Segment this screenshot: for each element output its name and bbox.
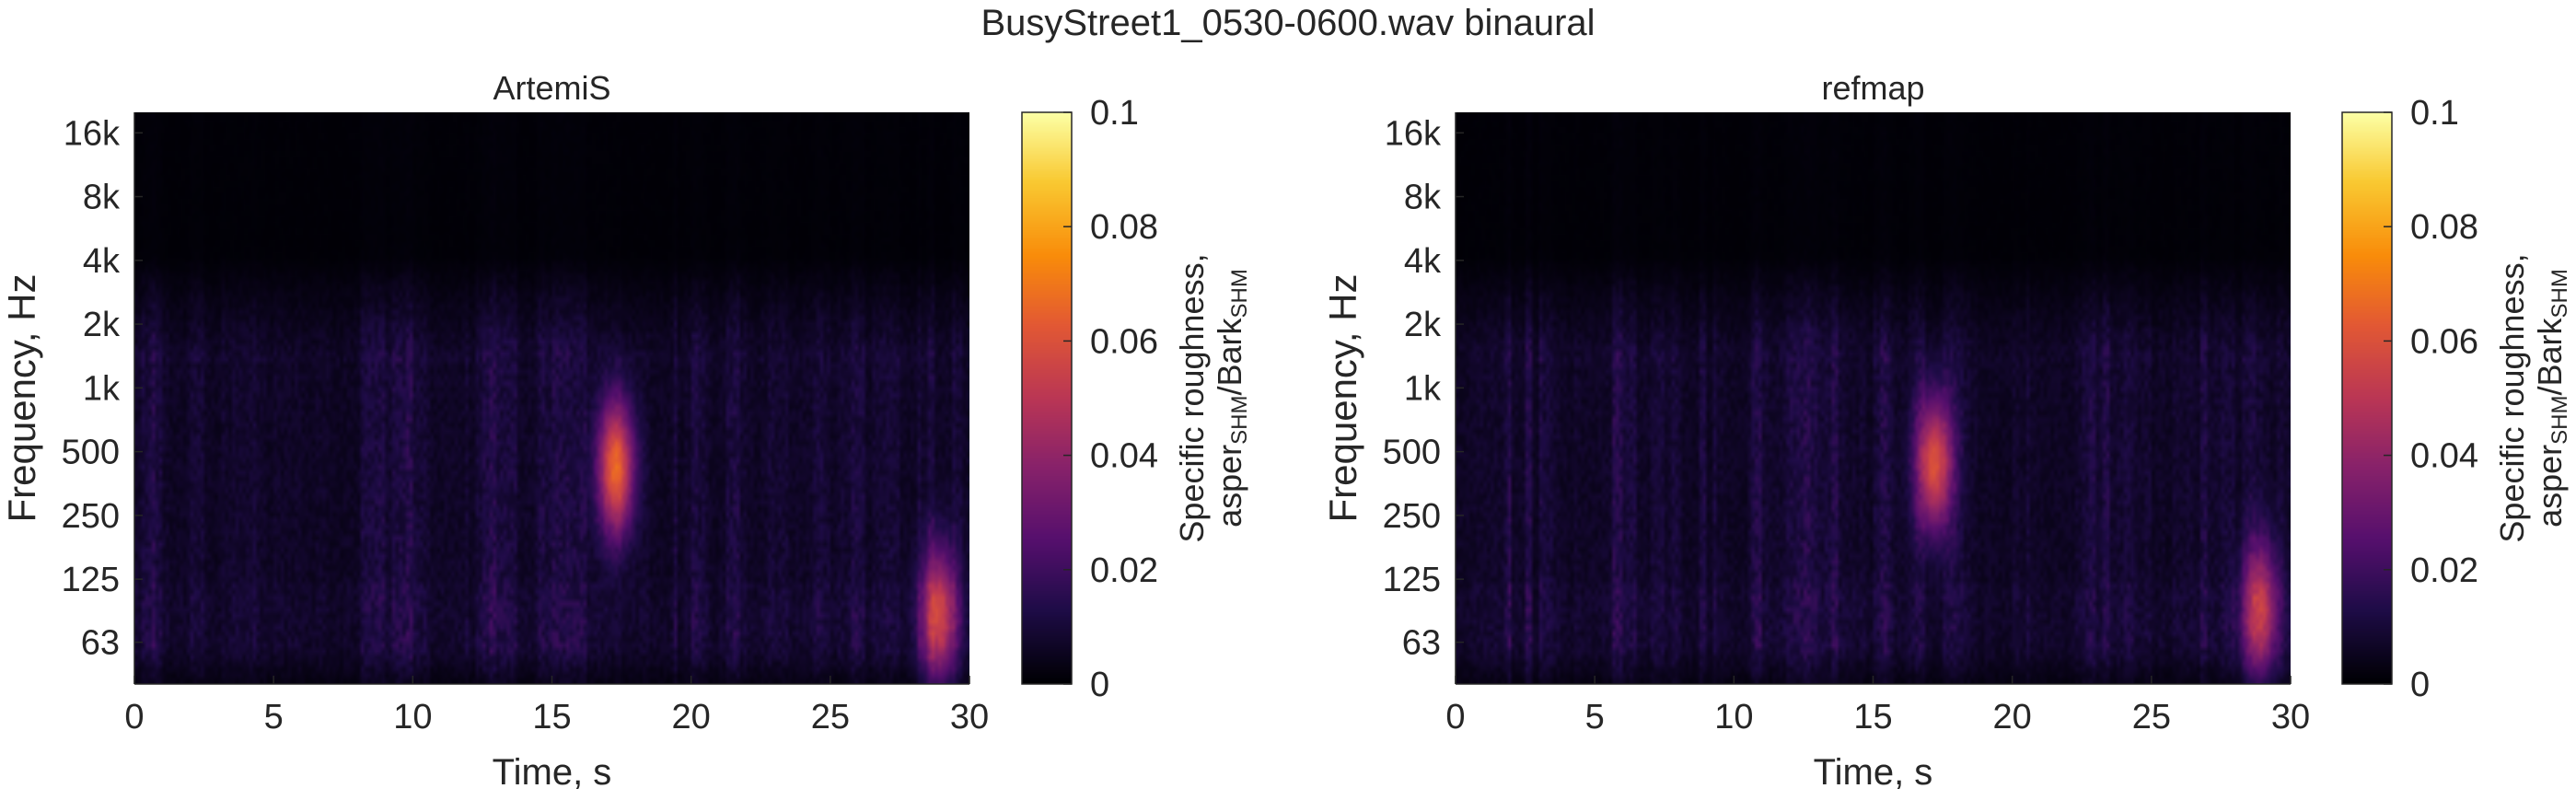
chart-title: refmap: [1821, 69, 1924, 107]
colorbar-label-subscript: SHM: [2547, 395, 2572, 444]
colorbar-tick-label: 0: [2410, 666, 2430, 704]
x-tick-label: 30: [950, 698, 989, 736]
colorbar-gradient: [2342, 112, 2392, 684]
y-tick-label: 2k: [83, 306, 121, 344]
x-axis-label: Time, s: [1814, 752, 1933, 793]
y-tick-label: 4k: [83, 242, 121, 281]
y-tick-label: 250: [1383, 497, 1441, 536]
y-tick-label: 8k: [1404, 179, 1442, 217]
colorbar-label-text: /Bark: [2531, 317, 2569, 395]
colorbar-tick-label: 0.02: [1090, 551, 1158, 590]
x-tick-label: 0: [124, 698, 144, 736]
colorbar-tick-label: 0: [1090, 666, 1109, 704]
y-axis-label: Frequency, Hz: [1321, 274, 1364, 523]
colorbar-tick-label: 0.02: [2410, 551, 2478, 590]
x-tick-label: 25: [811, 698, 850, 736]
y-tick-label: 4k: [1404, 242, 1442, 281]
figure-suptitle: BusyStreet1_0530-0600.wav binaural: [981, 3, 1595, 43]
y-tick-label: 250: [62, 497, 120, 536]
heatmap-image: [134, 112, 969, 684]
colorbar-label-text: asper: [1211, 445, 1248, 528]
x-tick-label: 10: [1714, 698, 1753, 736]
colorbar-label-subscript: SHM: [1227, 269, 1252, 318]
x-axis-label: Time, s: [493, 752, 612, 793]
colorbar-label: Specific roughness,asperSHM/BarkSHM: [1173, 253, 1252, 542]
y-tick-label: 63: [81, 624, 120, 663]
colorbar-label-line1: Specific roughness,: [2493, 253, 2531, 542]
y-tick-label: 16k: [64, 114, 121, 153]
y-tick-label: 125: [1383, 561, 1441, 599]
colorbar-label-subscript: SHM: [1227, 395, 1252, 444]
x-tick-label: 10: [393, 698, 432, 736]
colorbar-gradient: [1022, 112, 1072, 684]
x-tick-label: 25: [2132, 698, 2171, 736]
colorbar-tick-label: 0.1: [2410, 94, 2459, 133]
x-tick-label: 15: [532, 698, 571, 736]
chart-panel-2: refmap 0 5 10 15 20 25 30 Time, s 63 125 250 500 1k 2k…: [1321, 69, 2572, 793]
colorbar-tick-label: 0.06: [1090, 322, 1158, 361]
x-tick-label: 0: [1445, 698, 1465, 736]
y-tick-label: 500: [1383, 434, 1441, 472]
y-tick-label: 500: [62, 434, 120, 472]
x-tick-label: 15: [1853, 698, 1892, 736]
colorbar-tick-label: 0.06: [2410, 322, 2478, 361]
x-tick-label: 5: [1585, 698, 1605, 736]
chart-title: ArtemiS: [493, 69, 610, 107]
x-tick-label: 5: [264, 698, 284, 736]
colorbar-tick-label: 0.1: [1090, 94, 1139, 133]
x-tick-label: 30: [2271, 698, 2310, 736]
y-tick-label: 63: [1402, 624, 1441, 663]
colorbar-label-line1: Specific roughness,: [1173, 253, 1211, 542]
colorbar-label: Specific roughness,asperSHM/BarkSHM: [2493, 253, 2572, 542]
x-tick-label: 20: [672, 698, 711, 736]
colorbar-label-text: /Bark: [1211, 317, 1248, 395]
colorbar-tick-label: 0.04: [2410, 437, 2478, 476]
y-tick-label: 16k: [1385, 114, 1442, 153]
colorbar-label-subscript: SHM: [2547, 269, 2572, 318]
colorbar-label-text: asper: [2531, 445, 2569, 528]
heatmap-image: [1456, 112, 2291, 684]
y-tick-label: 8k: [83, 179, 121, 217]
y-tick-label: 1k: [1404, 369, 1442, 408]
y-tick-label: 125: [62, 561, 120, 599]
x-tick-label: 20: [1993, 698, 2032, 736]
y-tick-label: 1k: [83, 369, 121, 408]
chart-panel-1: ArtemiS 0 5 10 15 20 25 30 Time, s 63 125 250 500 1k 2…: [0, 69, 1252, 793]
colorbar-tick-label: 0.08: [1090, 208, 1158, 247]
y-tick-label: 2k: [1404, 306, 1442, 344]
colorbar-tick-label: 0.04: [1090, 437, 1158, 476]
y-axis-label: Frequency, Hz: [0, 274, 43, 523]
colorbar-tick-label: 0.08: [2410, 208, 2478, 247]
